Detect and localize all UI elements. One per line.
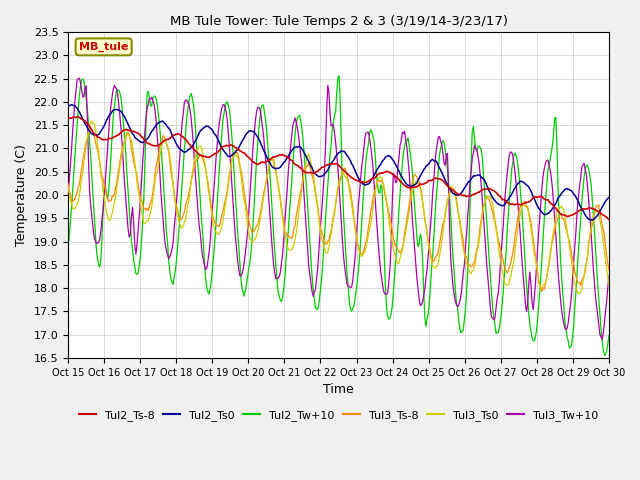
Tul2_Ts-8 xyxy=(394,175,402,181)
Tul2_Tw+10 xyxy=(232,207,240,213)
Tul2_Ts-8 xyxy=(605,216,612,222)
Tul3_Ts-8 xyxy=(87,125,95,131)
Tul2_Tw+10 xyxy=(368,130,376,135)
Tul2_Ts0 xyxy=(605,194,612,200)
Tul2_Tw+10 xyxy=(335,73,343,79)
Line: Tul2_Ts-8: Tul2_Ts-8 xyxy=(68,117,609,219)
Title: MB Tule Tower: Tule Temps 2 & 3 (3/19/14-3/23/17): MB Tule Tower: Tule Temps 2 & 3 (3/19/14… xyxy=(170,15,508,28)
Tul3_Ts-8 xyxy=(234,150,241,156)
Tul3_Ts0 xyxy=(557,204,564,210)
Tul3_Ts0 xyxy=(88,119,96,124)
Tul2_Ts-8 xyxy=(294,163,301,168)
Tul3_Tw+10 xyxy=(598,336,606,342)
Tul3_Tw+10 xyxy=(76,75,83,81)
Tul2_Ts-8 xyxy=(234,146,241,152)
Tul3_Tw+10 xyxy=(368,152,376,158)
Tul2_Ts0 xyxy=(234,147,241,153)
Tul2_Ts-8 xyxy=(463,193,470,199)
Tul3_Ts0 xyxy=(605,282,612,288)
Tul2_Ts-8 xyxy=(74,114,81,120)
Tul3_Ts-8 xyxy=(368,204,376,209)
Tul3_Tw+10 xyxy=(463,231,470,237)
Tul3_Ts-8 xyxy=(64,181,72,187)
Y-axis label: Temperature (C): Temperature (C) xyxy=(15,144,28,246)
Tul2_Tw+10 xyxy=(394,225,402,231)
Tul3_Tw+10 xyxy=(394,165,402,170)
Tul3_Tw+10 xyxy=(234,256,241,262)
Tul2_Ts-8 xyxy=(368,176,376,182)
Tul3_Tw+10 xyxy=(64,190,72,195)
Tul2_Ts0 xyxy=(557,192,564,198)
Tul2_Tw+10 xyxy=(605,332,612,338)
Tul3_Tw+10 xyxy=(605,274,612,279)
Tul2_Ts-8 xyxy=(64,116,72,121)
Tul3_Ts-8 xyxy=(294,208,301,214)
Line: Tul2_Tw+10: Tul2_Tw+10 xyxy=(68,76,609,355)
Legend: Tul2_Ts-8, Tul2_Ts0, Tul2_Tw+10, Tul3_Ts-8, Tul3_Ts0, Tul3_Tw+10: Tul2_Ts-8, Tul2_Ts0, Tul2_Tw+10, Tul3_Ts… xyxy=(75,406,602,426)
Tul2_Ts0 xyxy=(368,176,376,182)
Tul3_Ts0 xyxy=(294,222,301,228)
Tul3_Ts0 xyxy=(234,154,241,160)
Tul2_Ts-8 xyxy=(557,211,564,216)
Tul2_Ts0 xyxy=(587,217,595,223)
Line: Tul3_Tw+10: Tul3_Tw+10 xyxy=(68,78,609,339)
Tul3_Ts-8 xyxy=(538,288,546,294)
Tul2_Ts0 xyxy=(68,102,76,108)
Tul2_Tw+10 xyxy=(463,289,470,295)
Tul3_Tw+10 xyxy=(557,295,564,300)
Tul3_Ts0 xyxy=(394,261,402,266)
Tul3_Ts0 xyxy=(64,184,72,190)
Line: Tul3_Ts-8: Tul3_Ts-8 xyxy=(68,128,609,291)
Tul3_Ts0 xyxy=(463,261,470,267)
Tul3_Ts0 xyxy=(368,213,376,219)
Tul2_Tw+10 xyxy=(292,121,300,127)
Tul3_Ts-8 xyxy=(394,246,402,252)
Line: Tul3_Ts0: Tul3_Ts0 xyxy=(68,121,609,294)
Tul2_Tw+10 xyxy=(600,352,608,358)
Tul3_Tw+10 xyxy=(294,124,301,130)
Tul2_Ts0 xyxy=(463,182,470,188)
Tul2_Tw+10 xyxy=(557,252,564,258)
Tul3_Ts-8 xyxy=(557,213,565,218)
Tul3_Ts-8 xyxy=(605,267,612,273)
Tul2_Ts0 xyxy=(64,104,72,109)
Line: Tul2_Ts0: Tul2_Ts0 xyxy=(68,105,609,220)
Text: MB_tule: MB_tule xyxy=(79,42,129,52)
Tul2_Ts0 xyxy=(294,144,301,150)
Tul2_Ts0 xyxy=(394,166,402,172)
Tul2_Tw+10 xyxy=(64,245,72,251)
X-axis label: Time: Time xyxy=(323,383,354,396)
Tul3_Ts0 xyxy=(576,291,584,297)
Tul3_Ts-8 xyxy=(463,254,470,260)
